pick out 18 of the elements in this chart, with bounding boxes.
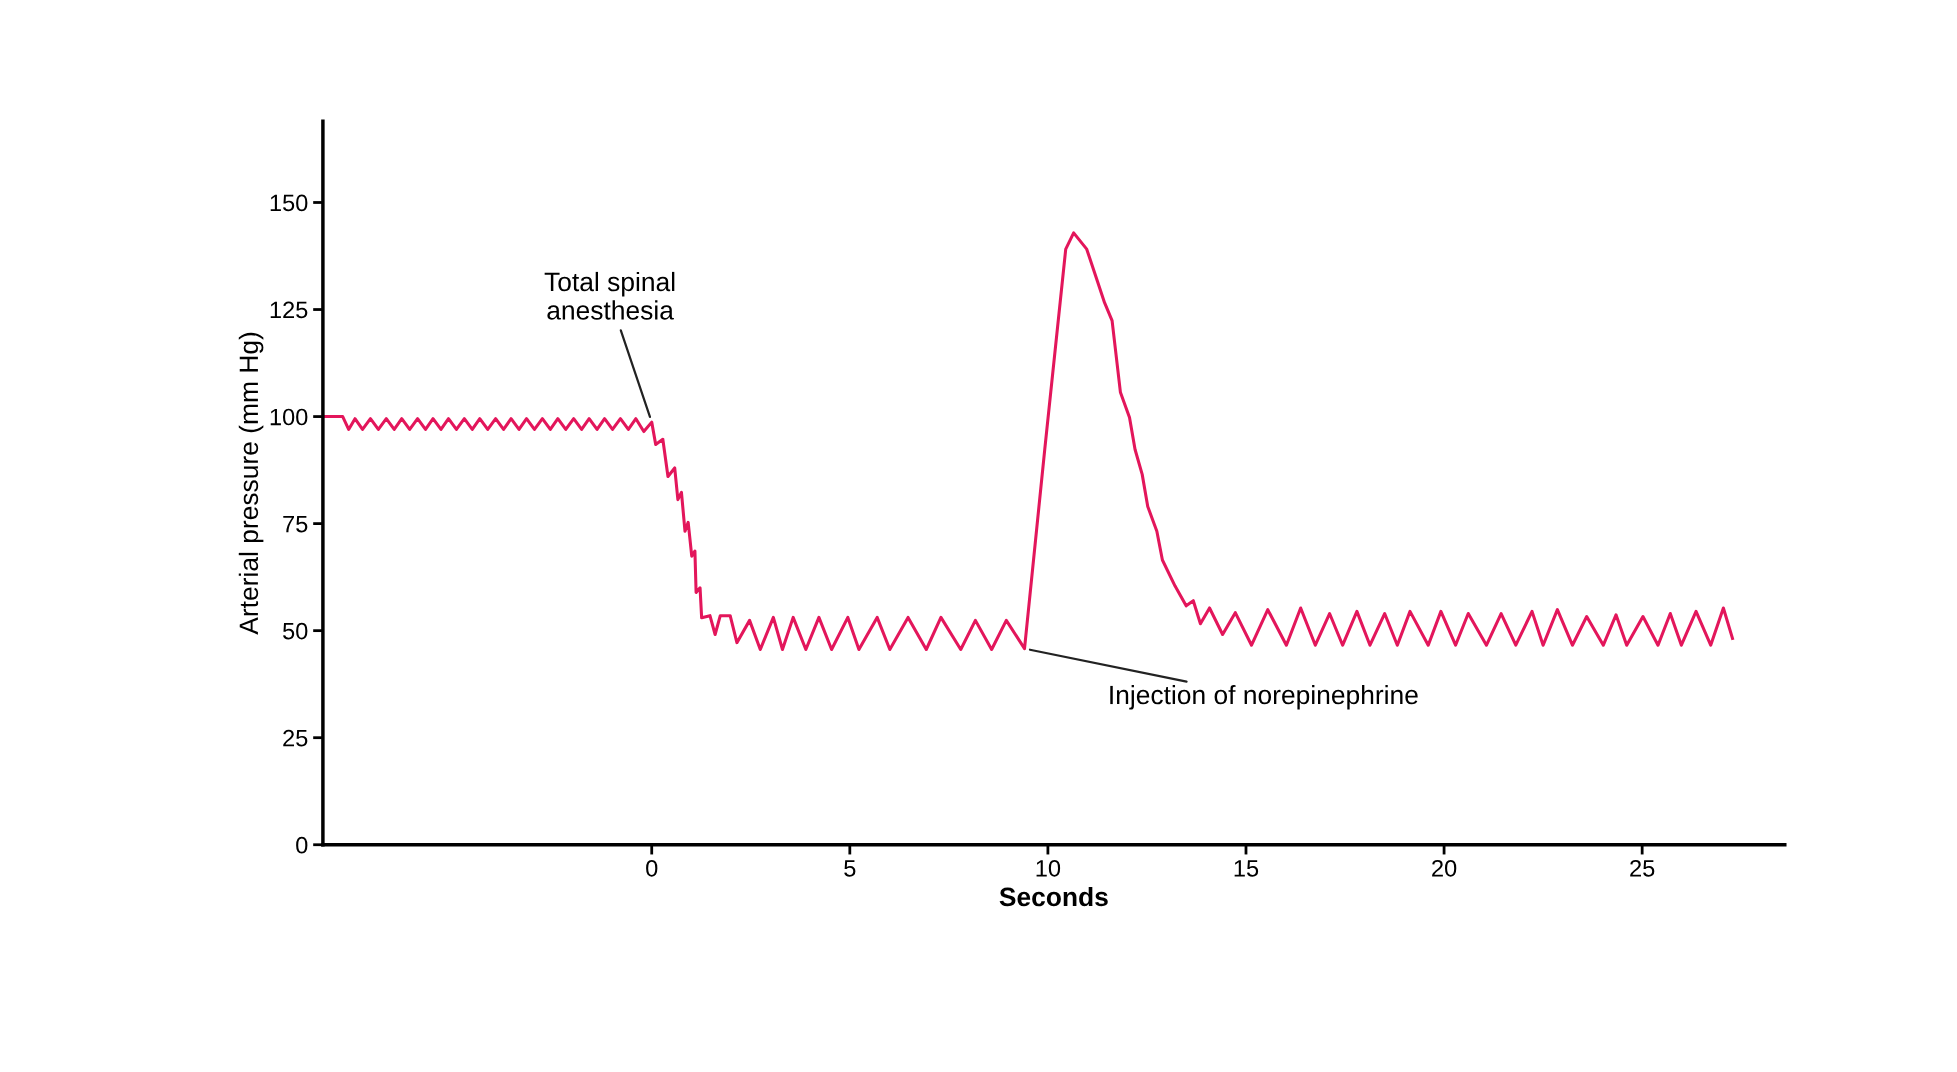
x-tick-label: 25 (1630, 859, 1655, 877)
line-series (322, 231, 1735, 652)
x-tick-label: 0 (646, 859, 658, 877)
y-tick-label: 125 (270, 301, 308, 319)
x-axis-title: Seconds (999, 886, 1108, 907)
y-tick-label: 150 (270, 194, 308, 212)
y-axis-title: Arterial pressure (mm Hg) (238, 332, 264, 635)
y-tick-label: 25 (283, 729, 308, 747)
x-tick-label: 10 (1036, 859, 1061, 877)
annotation: Total spinal anesthesia (544, 271, 675, 320)
x-tick-label: 20 (1432, 859, 1457, 877)
y-tick-label: 0 (296, 836, 308, 854)
x-tick-label: 5 (844, 860, 856, 877)
x-tick-label: 15 (1234, 860, 1259, 877)
y-tick-label: 100 (270, 408, 308, 426)
annotation: Injection of norepinephrine (1110, 684, 1418, 710)
y-tick-label: 75 (283, 515, 308, 533)
y-tick-label: 50 (283, 622, 308, 640)
